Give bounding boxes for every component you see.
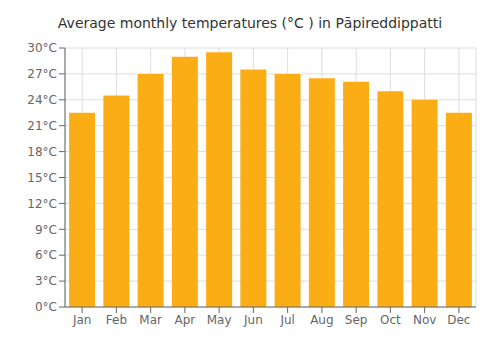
- svg-text:30°C: 30°C: [27, 41, 57, 55]
- svg-text:0°C: 0°C: [35, 300, 57, 314]
- svg-text:18°C: 18°C: [27, 145, 57, 159]
- svg-text:Nov: Nov: [413, 313, 436, 327]
- svg-text:May: May: [207, 313, 232, 327]
- svg-text:27°C: 27°C: [27, 67, 57, 81]
- svg-text:Jan: Jan: [72, 313, 92, 327]
- svg-text:Dec: Dec: [447, 313, 470, 327]
- svg-text:15°C: 15°C: [27, 171, 57, 185]
- svg-text:Feb: Feb: [106, 313, 127, 327]
- svg-text:3°C: 3°C: [35, 274, 57, 288]
- svg-text:6°C: 6°C: [35, 248, 57, 262]
- svg-text:Oct: Oct: [380, 313, 401, 327]
- svg-text:21°C: 21°C: [27, 119, 57, 133]
- svg-text:24°C: 24°C: [27, 93, 57, 107]
- svg-text:Sep: Sep: [345, 313, 368, 327]
- svg-text:Jul: Jul: [279, 313, 294, 327]
- svg-text:12°C: 12°C: [27, 197, 57, 211]
- svg-text:Jun: Jun: [243, 313, 263, 327]
- svg-text:Apr: Apr: [174, 313, 195, 327]
- svg-text:Aug: Aug: [310, 313, 333, 327]
- svg-text:Mar: Mar: [139, 313, 162, 327]
- html-text:Average monthly temperatures (: Average monthly temperatures (°C ) in Pā…: [57, 15, 443, 31]
- svg-text:9°C: 9°C: [35, 223, 57, 237]
